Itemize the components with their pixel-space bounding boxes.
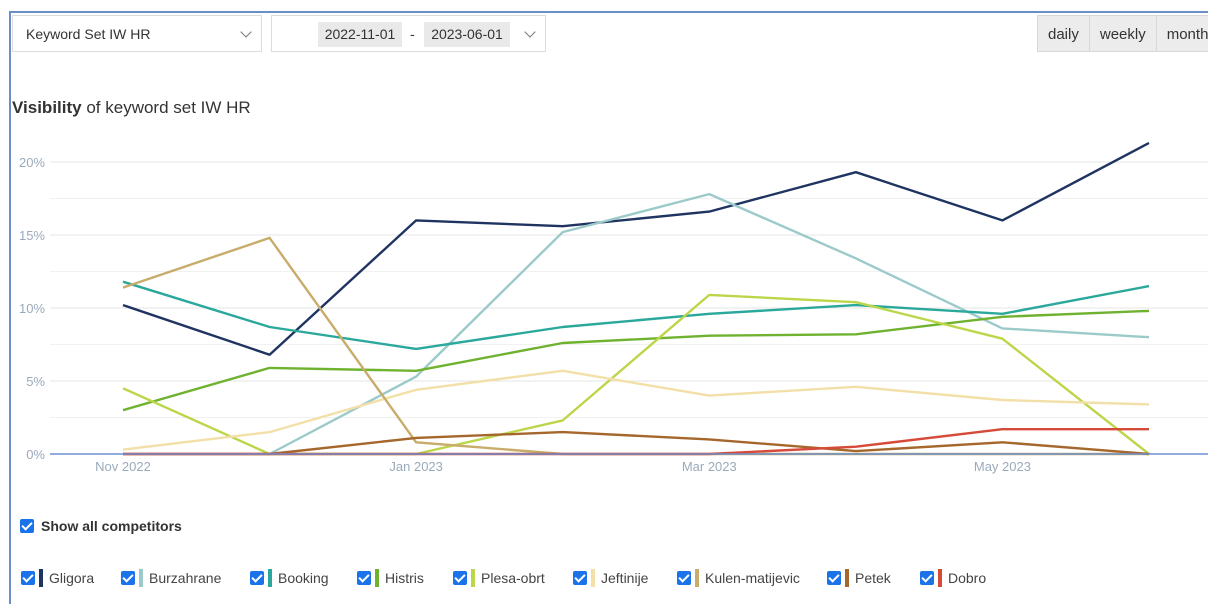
legend-label: Burzahrane bbox=[149, 570, 222, 586]
legend-label: Histris bbox=[385, 570, 424, 586]
legend-item-dobro[interactable]: Dobro bbox=[920, 568, 986, 588]
y-tick-label: 15% bbox=[19, 228, 45, 243]
checkbox-checked-icon[interactable] bbox=[920, 571, 934, 585]
checkbox-checked-icon[interactable] bbox=[20, 519, 34, 533]
show-all-label: Show all competitors bbox=[41, 518, 182, 534]
legend-item-histris[interactable]: Histris bbox=[357, 568, 424, 588]
keyword-set-label: Keyword Set IW HR bbox=[26, 26, 151, 42]
x-tick-label: Mar 2023 bbox=[682, 459, 737, 474]
legend-item-burzahrane[interactable]: Burzahrane bbox=[121, 568, 221, 588]
chart-title: Visibility of keyword set IW HR bbox=[12, 98, 251, 118]
date-to-field[interactable]: 2023-06-01 bbox=[424, 22, 510, 47]
legend-label: Petek bbox=[855, 570, 891, 586]
series-line-burzahrane bbox=[269, 192, 1150, 456]
date-from-field[interactable]: 2022-11-01 bbox=[318, 22, 402, 47]
series-line-jeftinije bbox=[122, 369, 1150, 451]
legend-label: Kulen-matijevic bbox=[705, 570, 800, 586]
checkbox-checked-icon[interactable] bbox=[453, 571, 467, 585]
keyword-set-select[interactable]: Keyword Set IW HR bbox=[12, 15, 262, 52]
chart-panel bbox=[9, 11, 1208, 604]
chart-title-rest: of keyword set IW HR bbox=[81, 98, 251, 117]
legend-label: Booking bbox=[278, 570, 329, 586]
legend-item-kulen-matijevic[interactable]: Kulen-matijevic bbox=[677, 568, 800, 588]
legend-swatch bbox=[268, 569, 272, 587]
y-tick-label: 20% bbox=[19, 155, 45, 170]
series-line-gligora bbox=[122, 141, 1150, 356]
series-line-booking bbox=[122, 280, 1150, 351]
period-monthly-button[interactable]: monthly bbox=[1155, 15, 1208, 52]
legend-item-petek[interactable]: Petek bbox=[827, 568, 891, 588]
legend-swatch bbox=[375, 569, 379, 587]
y-tick-label: 10% bbox=[19, 301, 45, 316]
show-all-competitors[interactable]: Show all competitors bbox=[20, 518, 182, 534]
visibility-line-chart: 0% 5% 10% 15% 20% Nov 2022 Jan 2023 Mar 2023 May… bbox=[19, 141, 1208, 474]
legend-swatch bbox=[39, 569, 43, 587]
period-daily-button[interactable]: daily bbox=[1037, 15, 1090, 52]
date-range-picker[interactable]: 2022-11-01 - 2023-06-01 bbox=[271, 15, 546, 52]
legend-swatch bbox=[139, 569, 143, 587]
series-line-petek bbox=[123, 430, 1150, 456]
legend-item-booking[interactable]: Booking bbox=[250, 568, 329, 588]
x-tick-label: May 2023 bbox=[974, 459, 1031, 474]
series-line-kulen-matijevic bbox=[122, 236, 1149, 456]
x-tick-label: Jan 2023 bbox=[389, 459, 443, 474]
legend-swatch bbox=[591, 569, 595, 587]
y-tick-label: 0% bbox=[26, 447, 45, 462]
series-line-histris bbox=[122, 309, 1150, 412]
legend-label: Plesa-obrt bbox=[481, 570, 545, 586]
checkbox-checked-icon[interactable] bbox=[677, 571, 691, 585]
y-tick-label: 5% bbox=[26, 374, 45, 389]
legend-label: Gligora bbox=[49, 570, 95, 586]
chart-title-bold: Visibility bbox=[12, 98, 82, 117]
checkbox-checked-icon[interactable] bbox=[121, 571, 135, 585]
checkbox-checked-icon[interactable] bbox=[357, 571, 371, 585]
checkbox-checked-icon[interactable] bbox=[573, 571, 587, 585]
legend-swatch bbox=[938, 569, 942, 587]
x-tick-label: Nov 2022 bbox=[95, 459, 151, 474]
legend-label: Dobro bbox=[948, 570, 987, 586]
checkbox-checked-icon[interactable] bbox=[250, 571, 264, 585]
legend-swatch bbox=[471, 569, 475, 587]
legend-swatch bbox=[845, 569, 849, 587]
period-toggle: daily weekly monthly bbox=[1037, 15, 1208, 52]
legend-item-gligora[interactable]: Gligora bbox=[21, 568, 94, 588]
checkbox-checked-icon[interactable] bbox=[21, 571, 35, 585]
legend-item-plesa-obrt[interactable]: Plesa-obrt bbox=[453, 568, 545, 588]
checkbox-checked-icon[interactable] bbox=[827, 571, 841, 585]
date-separator: - bbox=[410, 26, 415, 42]
legend-swatch bbox=[695, 569, 699, 587]
legend-item-jeftinije[interactable]: Jeftinije bbox=[573, 568, 648, 588]
legend-label: Jeftinije bbox=[601, 570, 649, 586]
